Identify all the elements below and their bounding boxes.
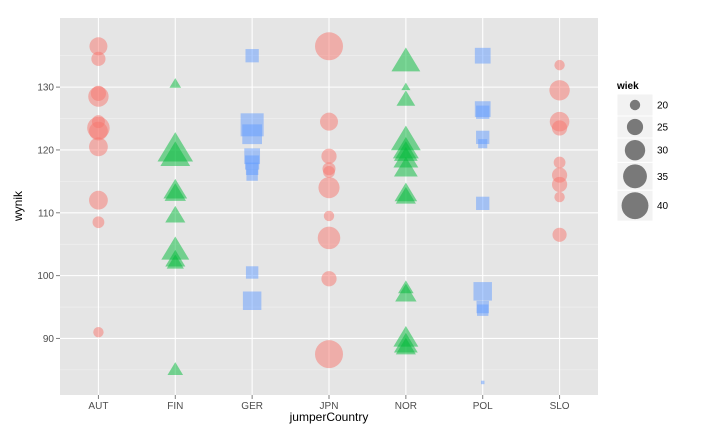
data-point [476,105,490,119]
x-axis-title: jumperCountry [289,410,369,424]
data-point [318,177,340,199]
legend-key-marker [624,140,646,161]
data-points [87,32,570,385]
x-tick-label: AUT [88,401,108,412]
y-tick-label: 130 [37,83,54,94]
data-point [552,227,567,242]
data-point [167,362,184,375]
data-point [323,210,335,222]
legend-key-marker [623,164,647,189]
legend-title: wiek [616,81,639,92]
data-point [165,205,186,223]
data-point [477,304,489,316]
x-tick-label: GER [241,401,263,412]
data-point [245,49,259,63]
data-point [396,90,416,106]
data-point [554,59,565,71]
data-point [89,190,108,210]
y-tick-label: 110 [38,208,54,219]
data-point [92,216,105,229]
data-point [242,124,262,145]
data-point [315,340,343,369]
data-point [551,120,568,136]
x-tick-label: POL [473,401,493,412]
legend-key-marker [621,192,649,220]
data-point [476,196,490,211]
data-point [315,32,343,61]
data-point [91,51,106,66]
legend-label: 30 [657,146,669,157]
x-tick-label: JPN [320,401,339,412]
legend-label: 20 [657,101,669,112]
data-point [89,121,108,141]
data-point [551,176,568,193]
data-point [246,169,258,181]
data-point [323,166,335,178]
x-tick-label: FIN [167,401,183,412]
data-point [88,86,109,107]
data-point [321,271,337,287]
legend-key-marker [629,99,641,111]
legend-label: 35 [657,172,669,183]
data-point [395,283,417,302]
x-axis-ticks: AUT FIN GER JPN NOR POL SLO [88,395,570,412]
data-point [245,266,259,279]
data-point [393,156,418,177]
y-axis-ticks: 90 100 110 120 130 [37,83,60,345]
data-point [549,80,570,101]
legend-label: 25 [657,123,669,134]
data-point [242,291,262,310]
data-point [93,326,104,338]
data-point [391,47,421,72]
data-point [401,82,411,91]
y-tick-label: 120 [37,145,54,156]
data-point [169,78,182,88]
data-point [89,137,108,157]
data-point [553,156,566,169]
data-point [554,191,565,203]
data-point [89,37,108,56]
y-axis-title: wynik [11,190,25,222]
data-point [395,187,416,204]
data-point [473,282,492,301]
data-point [480,380,485,385]
data-point [161,236,190,260]
data-point [160,141,191,166]
data-point [321,148,337,164]
size-legend: wiek 20 25 30 35 40 [616,81,669,222]
data-point [317,226,341,250]
data-point [474,47,491,64]
legend-key-marker [626,118,644,136]
data-point [395,337,416,355]
y-tick-label: 90 [43,334,55,345]
data-point [478,139,488,149]
data-point [164,183,186,201]
data-point [166,254,184,269]
legend-label: 40 [657,201,669,212]
x-tick-label: NOR [395,401,417,412]
y-tick-label: 100 [37,271,54,282]
x-tick-label: SLO [550,401,570,412]
data-point [320,112,338,131]
